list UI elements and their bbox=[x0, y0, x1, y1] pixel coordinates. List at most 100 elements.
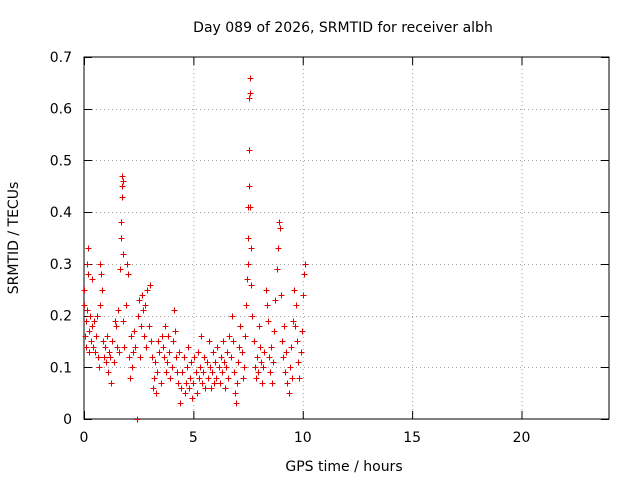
data-point bbox=[246, 147, 253, 154]
data-point bbox=[206, 338, 213, 345]
data-point bbox=[210, 349, 217, 356]
x-tick-label: 10 bbox=[294, 430, 312, 446]
data-point bbox=[106, 349, 113, 356]
data-points bbox=[81, 75, 309, 423]
data-point bbox=[135, 313, 142, 320]
y-tick-label: 0.4 bbox=[50, 205, 72, 221]
data-point bbox=[194, 390, 201, 397]
data-point bbox=[242, 333, 249, 340]
data-point bbox=[166, 349, 173, 356]
data-point bbox=[139, 292, 146, 299]
data-point bbox=[270, 359, 277, 366]
data-point bbox=[86, 349, 93, 356]
data-point bbox=[197, 364, 204, 371]
data-point bbox=[191, 354, 198, 361]
data-point bbox=[272, 297, 279, 304]
data-point bbox=[137, 354, 144, 361]
data-point bbox=[226, 333, 233, 340]
data-point bbox=[124, 261, 131, 268]
data-point bbox=[82, 333, 89, 340]
data-point bbox=[132, 344, 139, 351]
data-point bbox=[116, 349, 123, 356]
data-point bbox=[249, 313, 256, 320]
data-point bbox=[279, 338, 286, 345]
data-point bbox=[247, 75, 254, 82]
data-point bbox=[112, 318, 119, 325]
data-point bbox=[107, 354, 114, 361]
data-point bbox=[300, 292, 307, 299]
data-point bbox=[90, 344, 97, 351]
data-point bbox=[121, 344, 128, 351]
data-point bbox=[241, 364, 248, 371]
data-point bbox=[163, 369, 170, 376]
data-point bbox=[142, 302, 149, 309]
data-point bbox=[267, 369, 274, 376]
data-point bbox=[254, 354, 261, 361]
data-point bbox=[240, 375, 247, 382]
chart-title: Day 089 of 2026, SRMTID for receiver alb… bbox=[193, 20, 493, 36]
data-point bbox=[111, 359, 118, 366]
y-tick-label: 0 bbox=[63, 412, 72, 428]
y-tick-label: 0.2 bbox=[50, 309, 72, 325]
y-tick-label: 0.7 bbox=[50, 50, 72, 66]
data-point bbox=[113, 323, 120, 330]
plot-frame bbox=[83, 56, 610, 420]
data-point bbox=[261, 349, 268, 356]
data-point bbox=[88, 338, 95, 345]
data-point bbox=[186, 385, 193, 392]
data-point bbox=[229, 313, 236, 320]
data-point bbox=[244, 276, 251, 283]
data-point bbox=[92, 349, 99, 356]
data-point bbox=[147, 282, 154, 289]
data-point bbox=[214, 344, 221, 351]
data-point bbox=[290, 318, 297, 325]
data-point bbox=[280, 354, 287, 361]
data-point bbox=[235, 359, 242, 366]
data-point bbox=[181, 354, 188, 361]
data-point bbox=[282, 369, 289, 376]
data-point bbox=[189, 395, 196, 402]
data-point bbox=[156, 349, 163, 356]
data-point bbox=[247, 204, 254, 211]
data-point bbox=[93, 333, 100, 340]
data-point bbox=[264, 302, 271, 309]
data-point bbox=[102, 344, 109, 351]
data-point bbox=[115, 307, 122, 314]
data-point bbox=[253, 375, 260, 382]
data-point bbox=[301, 271, 308, 278]
data-point bbox=[84, 307, 91, 314]
data-point bbox=[299, 328, 306, 335]
data-point bbox=[119, 173, 126, 180]
data-point bbox=[199, 380, 206, 387]
data-point bbox=[105, 369, 112, 376]
data-point bbox=[234, 380, 241, 387]
data-point bbox=[212, 359, 219, 366]
data-point bbox=[224, 349, 231, 356]
data-point bbox=[277, 225, 284, 232]
x-axis-label: GPS time / hours bbox=[285, 459, 402, 475]
data-point bbox=[287, 364, 294, 371]
x-tick-label: 0 bbox=[80, 430, 89, 446]
data-point bbox=[260, 364, 267, 371]
data-point bbox=[83, 344, 90, 351]
data-point bbox=[131, 328, 138, 335]
data-point bbox=[295, 359, 302, 366]
x-tick-label: 5 bbox=[189, 430, 198, 446]
data-point bbox=[85, 271, 92, 278]
data-point bbox=[108, 380, 115, 387]
data-point bbox=[84, 261, 91, 268]
data-point bbox=[209, 369, 216, 376]
data-point bbox=[91, 318, 98, 325]
data-point bbox=[99, 287, 106, 294]
data-point bbox=[218, 354, 225, 361]
data-point bbox=[284, 380, 291, 387]
data-point bbox=[141, 333, 148, 340]
data-point bbox=[128, 333, 135, 340]
data-point bbox=[275, 245, 282, 252]
data-point bbox=[171, 307, 178, 314]
y-axis: 0 0.1 0.2 0.3 0.4 0.5 0.6 0.7 bbox=[50, 50, 609, 428]
data-point bbox=[220, 338, 227, 345]
data-point bbox=[276, 219, 283, 226]
data-point bbox=[97, 261, 104, 268]
data-point bbox=[183, 380, 190, 387]
